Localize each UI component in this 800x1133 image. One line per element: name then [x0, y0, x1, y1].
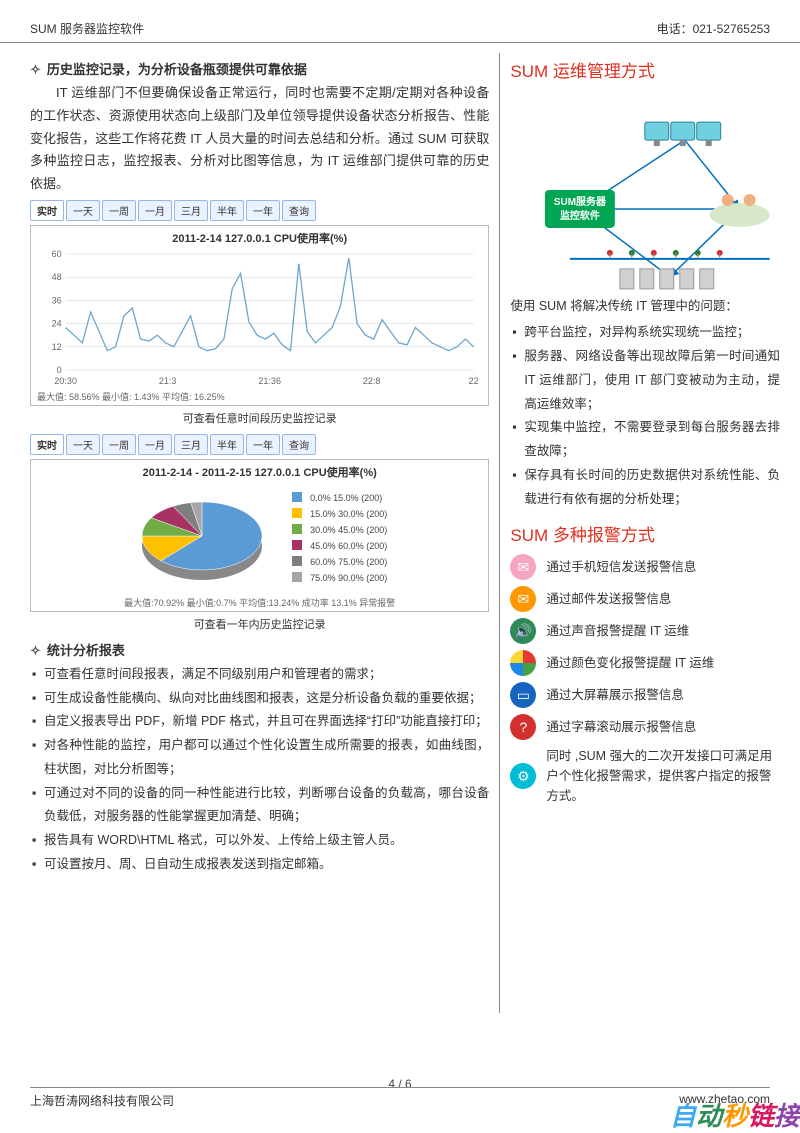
alarm-text: 通过大屏幕展示报警信息	[546, 685, 684, 705]
history-paragraph: IT 运维部门不但要确保设备正常运行，同时也需要不定期/定期对各种设备的工作状态…	[30, 82, 489, 196]
line-chart-title: 2011-2-14 127.0.0.1 CPU使用率(%)	[37, 230, 482, 246]
tab[interactable]: 查询	[282, 200, 316, 221]
tab[interactable]: 一周	[102, 200, 136, 221]
footer-left: 上海哲涛网络科技有限公司	[30, 1092, 174, 1109]
tab[interactable]: 实时	[30, 200, 64, 221]
mail-icon: ✉	[510, 586, 536, 612]
svg-text:22:8: 22:8	[363, 376, 381, 386]
ops-diagram: SUM服务器监控软件	[510, 90, 780, 290]
alarm-row: ▭ 通过大屏幕展示报警信息	[510, 682, 780, 708]
page-footer: 上海哲涛网络科技有限公司 www.zhetao.com	[30, 1087, 770, 1109]
page-header: SUM 服务器监控软件 电话：021-52765253	[0, 0, 800, 43]
svg-text:21:36: 21:36	[258, 376, 281, 386]
alarm-row: ✉ 通过手机短信发送报警信息	[510, 554, 780, 580]
alarm-text: 通过字幕滚动展示报警信息	[546, 717, 696, 737]
svg-text:20:30: 20:30	[54, 376, 77, 386]
line-chart-stats: 最大值: 58.56% 最小值: 1.43% 平均值: 16.25%	[37, 390, 482, 403]
pie-chart-box: 2011-2-14 - 2011-2-15 127.0.0.1 CPU使用率(%…	[30, 459, 489, 612]
svg-text:12: 12	[52, 342, 62, 352]
points-list: 跨平台监控，对异构系统实现统一监控；服务器、网络设备等出现故障后第一时间通知 I…	[510, 321, 780, 511]
tab[interactable]: 一年	[246, 434, 280, 455]
right-title-1: SUM 运维管理方式	[510, 57, 780, 82]
list-item: 对各种性能的监控，用户都可以通过个性化设置生成所需要的报表，如曲线图，柱状图，对…	[44, 734, 489, 782]
chart1-tabs: 实时一天一周一月三月半年一年查询	[30, 200, 489, 221]
sound-icon: 🔊	[510, 618, 536, 644]
alarm-text: 通过颜色变化报警提醒 IT 运维	[546, 653, 714, 673]
alarm-text: 通过声音报警提醒 IT 运维	[546, 621, 689, 641]
svg-text:22: 22	[469, 376, 479, 386]
tab[interactable]: 一月	[138, 200, 172, 221]
list-item: 可生成设备性能横向、纵向对比曲线图和报表，这是分析设备负载的重要依据；	[44, 687, 489, 711]
right-title-2: SUM 多种报警方式	[510, 521, 780, 546]
alarm-row: 🔊 通过声音报警提醒 IT 运维	[510, 618, 780, 644]
right-intro: 使用 SUM 将解决传统 IT 管理中的问题：	[510, 296, 780, 317]
alarm-text: 通过手机短信发送报警信息	[546, 557, 696, 577]
pie-chart-title: 2011-2-14 - 2011-2-15 127.0.0.1 CPU使用率(%…	[37, 464, 482, 480]
header-left: SUM 服务器监控软件	[30, 20, 144, 37]
alarm-row: ✉ 通过邮件发送报警信息	[510, 586, 780, 612]
alarm-text: 通过邮件发送报警信息	[546, 589, 671, 609]
svg-text:48: 48	[52, 272, 62, 282]
svg-text:0: 0	[57, 365, 62, 375]
svg-text:24: 24	[52, 318, 62, 328]
alarm-list: ✉通过手机短信发送报警信息✉通过邮件发送报警信息🔊通过声音报警提醒 IT 运维通…	[510, 554, 780, 806]
svg-text:21:3: 21:3	[159, 376, 177, 386]
screen-icon: ▭	[510, 682, 536, 708]
list-item: 可设置按月、周、日自动生成报表发送到指定邮箱。	[44, 853, 489, 877]
left-column: 历史监控记录，为分析设备瓶颈提供可靠依据 IT 运维部门不但要确保设备正常运行，…	[30, 53, 489, 1013]
tab[interactable]: 一月	[138, 434, 172, 455]
tab[interactable]: 一天	[66, 200, 100, 221]
alarm-row: 通过颜色变化报警提醒 IT 运维	[510, 650, 780, 676]
alarm-row: ⚙ 同时 ,SUM 强大的二次开发接口可满足用户个性化报警需求，提供客户指定的报警…	[510, 746, 780, 806]
right-column: SUM 运维管理方式 SUM服务器监控软件 使用 SUM 将解决传统 IT 管理…	[510, 53, 780, 1013]
pie-legend: 0.0% 15.0% (200)15.0% 30.0% (200)30.0% 4…	[287, 489, 392, 587]
pie-chart-stats: 最大值:70.92% 最小值:0.7% 平均值:13.24% 成功率 13.1%…	[37, 596, 482, 609]
list-item: 自定义报表导出 PDF，新增 PDF 格式，并且可在界面选择“打印”功能直接打印…	[44, 710, 489, 734]
pie-chart	[127, 488, 277, 588]
chart1-caption: 可查看任意时间段历史监控记录	[30, 410, 489, 426]
tab[interactable]: 查询	[282, 434, 316, 455]
tab[interactable]: 三月	[174, 200, 208, 221]
tab[interactable]: 三月	[174, 434, 208, 455]
tab[interactable]: 半年	[210, 434, 244, 455]
svg-text:36: 36	[52, 295, 62, 305]
header-right: 电话：021-52765253	[657, 20, 770, 37]
watermark: 自动秒链接	[670, 1096, 800, 1133]
chart2-caption: 可查看一年内历史监控记录	[30, 616, 489, 632]
list-item: 可通过对不同的设备的同一种性能进行比较，判断哪台设备的负载高，哪台设备负载低，对…	[44, 782, 489, 830]
history-heading: 历史监控记录，为分析设备瓶颈提供可靠依据	[30, 59, 489, 78]
svg-text:监控软件: 监控软件	[560, 209, 600, 222]
scroll-icon: ?	[510, 714, 536, 740]
color-icon	[510, 650, 536, 676]
tab[interactable]: 实时	[30, 434, 64, 455]
tab[interactable]: 一年	[246, 200, 280, 221]
alarm-text: 同时 ,SUM 强大的二次开发接口可满足用户个性化报警需求，提供客户指定的报警方…	[546, 746, 780, 806]
list-item: 可查看任意时间段报表，满足不同级别用户和管理者的需求；	[44, 663, 489, 687]
line-chart: 0 12 24 36 48 60 20:30 21:3 21:36 22:8 22	[37, 248, 482, 388]
stats-list: 可查看任意时间段报表，满足不同级别用户和管理者的需求；可生成设备性能横向、纵向对…	[30, 663, 489, 877]
tab[interactable]: 一周	[102, 434, 136, 455]
tab[interactable]: 一天	[66, 434, 100, 455]
list-item: 跨平台监控，对异构系统实现统一监控；	[524, 321, 780, 345]
sms-icon: ✉	[510, 554, 536, 580]
list-item: 服务器、网络设备等出现故障后第一时间通知 IT 运维部门，使用 IT 部门变被动…	[524, 345, 780, 416]
list-item: 保存具有长时间的历史数据供对系统性能、负载进行有依有据的分析处理；	[524, 464, 780, 512]
tab[interactable]: 半年	[210, 200, 244, 221]
svg-text:SUM服务器: SUM服务器	[554, 195, 607, 208]
vertical-separator	[499, 53, 500, 1013]
list-item: 报告具有 WORD\HTML 格式，可以外发、上传给上级主管人员。	[44, 829, 489, 853]
svg-text:60: 60	[52, 249, 62, 259]
content-wrap: 历史监控记录，为分析设备瓶颈提供可靠依据 IT 运维部门不但要确保设备正常运行，…	[0, 43, 800, 1013]
alarm-row: ? 通过字幕滚动展示报警信息	[510, 714, 780, 740]
list-item: 实现集中监控，不需要登录到每台服务器去排查故障；	[524, 416, 780, 464]
stats-heading: 统计分析报表	[30, 640, 489, 659]
line-chart-box: 2011-2-14 127.0.0.1 CPU使用率(%) 0 12 24 36 48 6…	[30, 225, 489, 406]
dev-icon: ⚙	[510, 763, 536, 789]
chart2-tabs: 实时一天一周一月三月半年一年查询	[30, 434, 489, 455]
